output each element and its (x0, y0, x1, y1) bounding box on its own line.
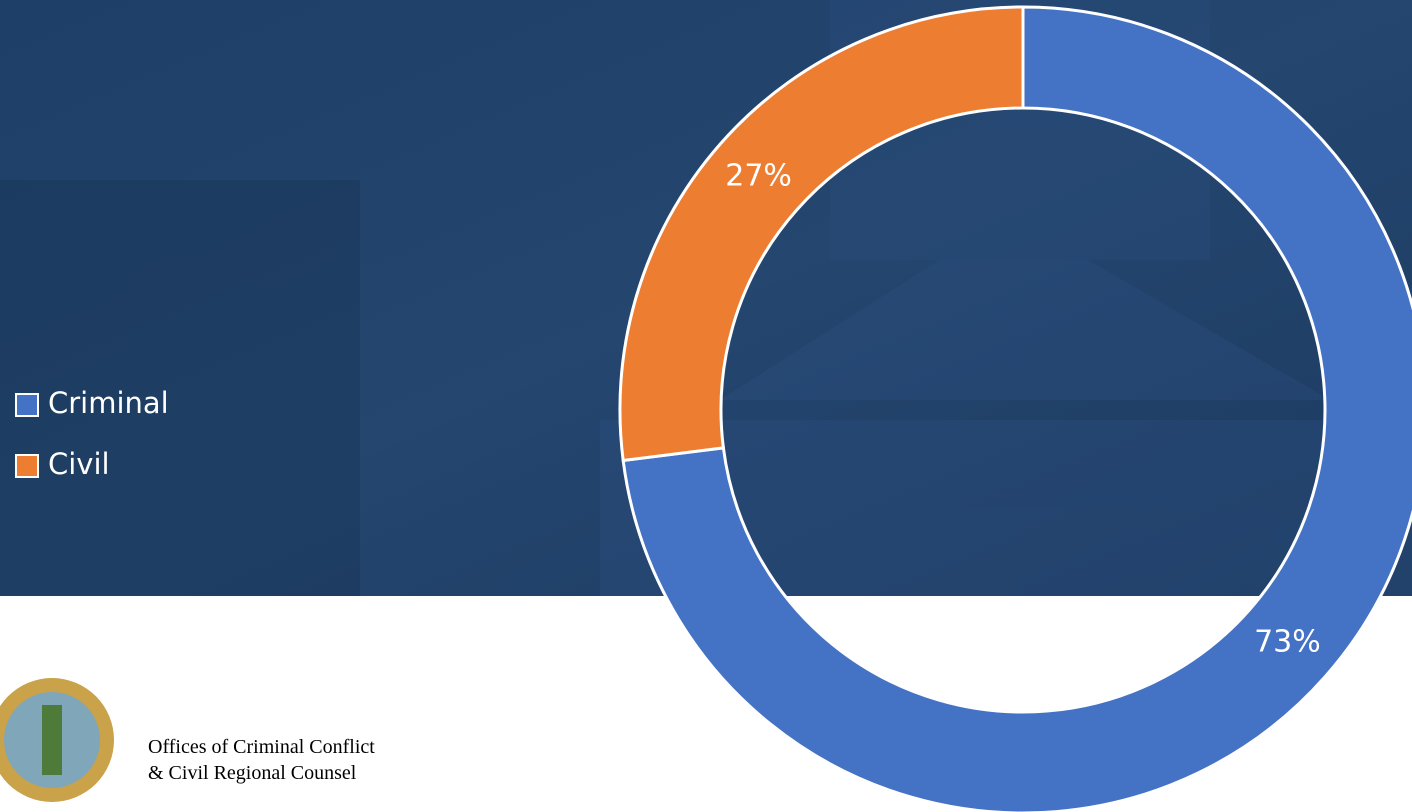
legend-swatch (15, 393, 39, 417)
donut-segment (618, 5, 1025, 463)
legend-swatch (15, 454, 39, 478)
value-label: 27% (725, 158, 792, 193)
legend-label: Civil (48, 447, 110, 481)
donut-chart: 73% 27% (618, 5, 1412, 812)
footer-line: & Civil Regional Counsel (148, 762, 357, 784)
donut-segment (621, 5, 1412, 812)
legend-label: Criminal (48, 386, 169, 420)
seal-logo (0, 678, 114, 802)
legend: Criminal Civil (15, 386, 169, 481)
value-label: 73% (1254, 625, 1321, 660)
footer-line: Offices of Criminal Conflict (148, 736, 375, 758)
